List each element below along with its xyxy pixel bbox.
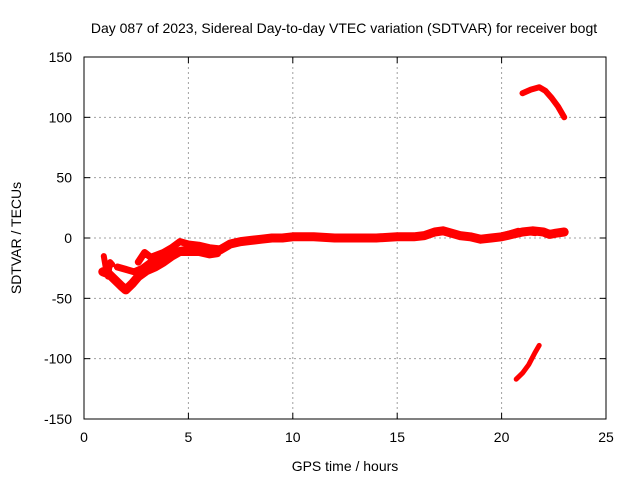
x-tick-label: 10	[285, 429, 301, 445]
x-tick-label: 25	[598, 429, 614, 445]
series-band-early-lower	[113, 249, 222, 276]
y-tick-label: 50	[56, 170, 72, 186]
y-tick-label: -150	[44, 411, 72, 427]
x-tick-label: 0	[80, 429, 88, 445]
chart-title: Day 087 of 2023, Sidereal Day-to-day VTE…	[91, 20, 597, 36]
series-band-late-upper	[488, 227, 538, 241]
x-tick-label: 20	[494, 429, 510, 445]
data-series	[98, 84, 569, 382]
axis-ticks	[83, 56, 607, 420]
y-tick-label: 0	[64, 230, 72, 246]
y-axis-label: SDTVAR / TECUs	[8, 182, 24, 294]
x-tick-label: 15	[389, 429, 405, 445]
series-band-early-upper	[134, 238, 234, 266]
grid-lines	[84, 57, 606, 419]
y-tick-label: 150	[49, 49, 73, 65]
x-tick-label: 5	[185, 429, 193, 445]
y-tick-label: 100	[49, 109, 73, 125]
tick-labels: 0 5 10 15 20 25 -150 -100 -50 0 50 100 150	[44, 49, 614, 445]
y-tick-label: -50	[52, 290, 72, 306]
series-upper-arc	[519, 84, 568, 121]
x-axis-label: GPS time / hours	[292, 458, 399, 474]
series-lower-tail	[513, 342, 542, 382]
y-tick-label: -100	[44, 351, 72, 367]
series-spike-start	[100, 253, 116, 280]
